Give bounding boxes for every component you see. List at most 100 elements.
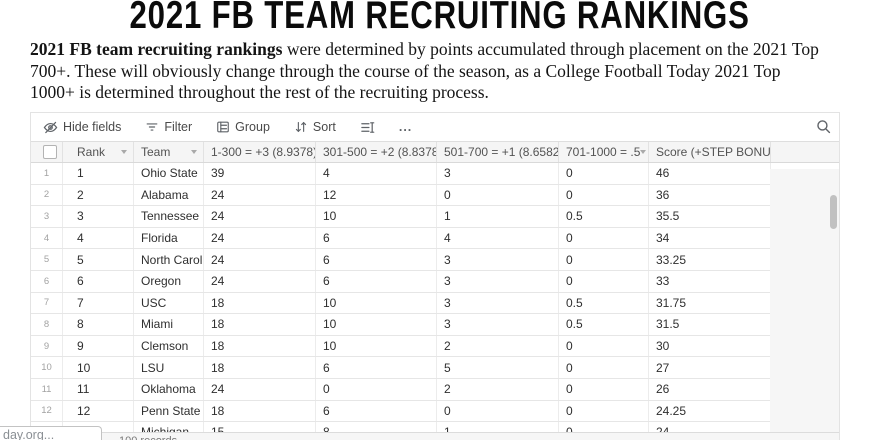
cell-701-1000[interactable]: 0.5 [559, 292, 649, 314]
cell-1-300[interactable]: 18 [204, 357, 316, 378]
column-header-501-700[interactable]: 501-700 = +1 (8.6582) [437, 142, 559, 162]
row-number[interactable]: 9 [31, 335, 63, 357]
sort-button[interactable]: Sort [294, 120, 336, 134]
cell-score[interactable]: 35.5 [649, 206, 771, 227]
table-row[interactable]: 11 11 Oklahoma 24 0 2 0 26 [31, 378, 771, 401]
row-number[interactable]: 3 [31, 206, 63, 227]
cell-701-1000[interactable]: 0 [559, 227, 649, 249]
vertical-scrollbar-thumb[interactable] [830, 195, 837, 229]
row-number[interactable]: 6 [31, 270, 63, 292]
table-row[interactable]: 7 7 USC 18 10 3 0.5 31.75 [31, 292, 771, 315]
cell-501-700[interactable]: 3 [437, 270, 559, 292]
row-number[interactable]: 12 [31, 400, 63, 422]
cell-701-1000[interactable]: 0.5 [559, 206, 649, 227]
cell-1-300[interactable]: 39 [204, 163, 316, 184]
row-height-button[interactable] [360, 120, 375, 135]
cell-501-700[interactable]: 3 [437, 314, 559, 335]
cell-1-300[interactable]: 24 [204, 270, 316, 292]
table-row[interactable]: 5 5 North Carolina 24 6 3 0 33.25 [31, 249, 771, 271]
chevron-down-icon[interactable] [640, 150, 647, 154]
cell-team[interactable]: LSU [134, 357, 204, 378]
row-number[interactable]: 10 [31, 357, 63, 378]
cell-team[interactable]: Ohio State [134, 163, 204, 184]
cell-rank[interactable]: 11 [63, 378, 134, 400]
cell-score[interactable]: 26 [649, 378, 771, 400]
cell-301-500[interactable]: 10 [316, 314, 437, 335]
cell-501-700[interactable]: 5 [437, 357, 559, 378]
cell-301-500[interactable]: 4 [316, 163, 437, 184]
cell-501-700[interactable]: 3 [437, 249, 559, 270]
cell-score[interactable]: 36 [649, 184, 771, 206]
cell-501-700[interactable]: 2 [437, 335, 559, 357]
cell-team[interactable]: Oregon [134, 270, 204, 292]
cell-rank[interactable]: 10 [63, 357, 134, 378]
cell-rank[interactable]: 4 [63, 227, 134, 249]
cell-701-1000[interactable]: 0 [559, 378, 649, 400]
table-row[interactable]: 12 12 Penn State 18 6 0 0 24.25 [31, 400, 771, 423]
cell-301-500[interactable]: 10 [316, 206, 437, 227]
cell-701-1000[interactable]: 0 [559, 249, 649, 270]
cell-rank[interactable]: 2 [63, 184, 134, 206]
cell-score[interactable]: 24.25 [649, 400, 771, 422]
cell-rank[interactable]: 7 [63, 292, 134, 314]
cell-701-1000[interactable]: 0.5 [559, 314, 649, 335]
group-button[interactable]: Group [216, 120, 270, 134]
more-options-button[interactable]: ... [399, 120, 412, 134]
table-row[interactable]: 4 4 Florida 24 6 4 0 34 [31, 227, 771, 250]
column-header-rank[interactable]: Rank [63, 142, 134, 162]
cell-team[interactable]: USC [134, 292, 204, 314]
cell-rank[interactable]: 12 [63, 400, 134, 422]
row-number[interactable]: 5 [31, 249, 63, 270]
cell-team[interactable]: Oklahoma [134, 378, 204, 400]
cell-301-500[interactable]: 0 [316, 378, 437, 400]
cell-score[interactable]: 34 [649, 227, 771, 249]
cell-score[interactable]: 33 [649, 270, 771, 292]
cell-score[interactable]: 46 [649, 163, 771, 184]
cell-501-700[interactable]: 0 [437, 400, 559, 422]
cell-1-300[interactable]: 24 [204, 184, 316, 206]
filter-button[interactable]: Filter [145, 120, 192, 134]
row-number[interactable]: 8 [31, 314, 63, 335]
cell-501-700[interactable]: 3 [437, 163, 559, 184]
cell-score[interactable]: 31.75 [649, 292, 771, 314]
cell-score[interactable]: 27 [649, 357, 771, 378]
cell-301-500[interactable]: 6 [316, 400, 437, 422]
cell-1-300[interactable]: 24 [204, 378, 316, 400]
cell-rank[interactable]: 6 [63, 270, 134, 292]
cell-701-1000[interactable]: 0 [559, 184, 649, 206]
column-header-1-300[interactable]: 1-300 = +3 (8.9378) [204, 142, 316, 162]
row-number[interactable]: 11 [31, 378, 63, 400]
cell-rank[interactable]: 8 [63, 314, 134, 335]
cell-301-500[interactable]: 6 [316, 270, 437, 292]
cell-301-500[interactable]: 6 [316, 357, 437, 378]
cell-team[interactable]: Penn State [134, 400, 204, 422]
cell-team[interactable]: Tennessee [134, 206, 204, 227]
row-number[interactable]: 4 [31, 227, 63, 249]
cell-701-1000[interactable]: 0 [559, 270, 649, 292]
cell-score[interactable]: 30 [649, 335, 771, 357]
cell-701-1000[interactable]: 0 [559, 400, 649, 422]
cell-score[interactable]: 33.25 [649, 249, 771, 270]
cell-301-500[interactable]: 10 [316, 292, 437, 314]
cell-score[interactable]: 31.5 [649, 314, 771, 335]
search-button[interactable] [815, 118, 833, 136]
cell-1-300[interactable]: 24 [204, 206, 316, 227]
select-all-checkbox[interactable] [43, 145, 57, 159]
column-header-701-1000[interactable]: 701-1000 = .5 [559, 142, 649, 162]
cell-501-700[interactable]: 2 [437, 378, 559, 400]
table-row[interactable]: 8 8 Miami 18 10 3 0.5 31.5 [31, 314, 771, 336]
row-number[interactable]: 7 [31, 292, 63, 314]
cell-501-700[interactable]: 1 [437, 206, 559, 227]
cell-1-300[interactable]: 18 [204, 335, 316, 357]
cell-team[interactable]: North Carolina [134, 249, 204, 270]
cell-501-700[interactable]: 4 [437, 227, 559, 249]
cell-team[interactable]: Florida [134, 227, 204, 249]
cell-1-300[interactable]: 24 [204, 249, 316, 270]
table-row[interactable]: 10 10 LSU 18 6 5 0 27 [31, 357, 771, 379]
select-all-cell[interactable] [31, 142, 63, 162]
cell-701-1000[interactable]: 0 [559, 357, 649, 378]
cell-team[interactable]: Miami [134, 314, 204, 335]
table-row[interactable]: 6 6 Oregon 24 6 3 0 33 [31, 270, 771, 293]
table-row[interactable]: 9 9 Clemson 18 10 2 0 30 [31, 335, 771, 358]
cell-rank[interactable]: 5 [63, 249, 134, 270]
